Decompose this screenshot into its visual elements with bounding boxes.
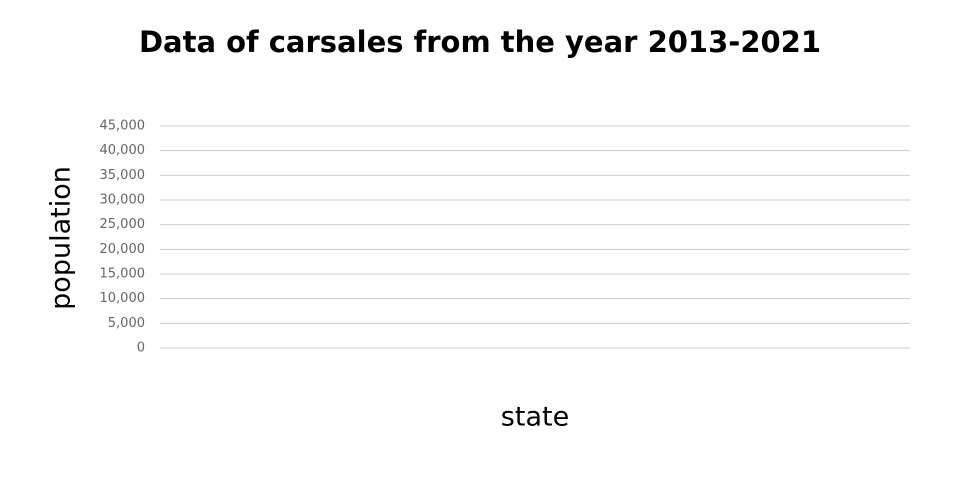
y-tick-label: 35,000 [100, 168, 146, 183]
y-tick-label: 45,000 [100, 119, 146, 134]
y-tick-label: 10,000 [100, 291, 146, 306]
y-tick-label: 0 [137, 341, 145, 356]
chart-title: Data of carsales from the year 2013-2021 [139, 25, 821, 59]
y-tick-label: 30,000 [100, 193, 146, 208]
y-tick-label: 15,000 [100, 267, 146, 282]
y-tick-label: 20,000 [100, 242, 146, 257]
y-axis-label: population [46, 166, 77, 310]
y-tick-label: 40,000 [100, 143, 146, 158]
y-tick-label: 5,000 [108, 316, 145, 331]
x-axis-label: state [501, 402, 569, 433]
y-tick-label: 25,000 [100, 217, 146, 232]
